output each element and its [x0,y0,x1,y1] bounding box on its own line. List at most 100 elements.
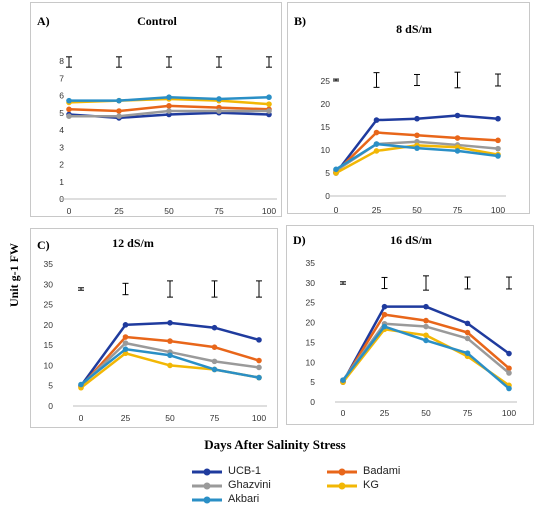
legend-label-badami: Badami [363,465,401,477]
y-tick-label: 2 [59,160,64,170]
data-point-ucb-1 [167,320,173,326]
chart-plot-12dsm: C) 12 dS/m 0 5 10 15 20 25 30 35 0 25 50 75 100 [37,236,267,423]
y-axis-title: Unit g-1 FW [7,243,21,307]
data-point-ucb-1 [464,320,471,327]
data-point-ghazvini [166,108,172,114]
chart-panel-control: A) Control 0 1 2 3 4 5 6 7 8 0 25 50 75 100 [30,2,282,217]
y-tick-label: 5 [325,168,330,178]
data-point-akbari [423,337,429,344]
y-tick-label: 25 [306,298,316,308]
x-tick-label: 0 [67,206,72,216]
y-tick-label: 1 [59,177,64,187]
data-point-badami [414,132,420,139]
y-tick-label: 20 [44,320,54,330]
data-point-badami [116,108,122,114]
y-tick-label: 10 [44,360,54,370]
data-point-badami [464,329,471,336]
data-point-badami [167,338,173,344]
data-point-akbari [266,94,272,101]
y-tick-label: 0 [325,191,330,201]
y-tick-label: 10 [306,357,316,367]
x-tick-label: 25 [380,408,390,418]
x-tick-label: 25 [114,206,124,216]
x-tick-label: 75 [214,206,224,216]
data-point-badami [211,344,218,350]
panel-label: C) [37,238,50,252]
legend-swatch-marker [203,496,211,504]
data-point-badami [423,317,429,324]
y-tick-label: 15 [44,340,54,350]
data-point-kg [266,101,272,107]
data-point-ghazvini [423,323,429,330]
data-point-akbari [414,145,420,151]
data-point-badami [373,129,380,136]
data-point-akbari [333,166,339,173]
x-axis-title: Days After Salinity Stress [204,437,346,452]
y-tick-label: 4 [59,125,64,135]
data-point-badami [495,137,501,144]
data-point-akbari [464,350,471,356]
x-tick-label: 25 [121,413,131,423]
data-point-ucb-1 [506,350,512,357]
data-point-ucb-1 [423,303,429,310]
data-point-ucb-1 [256,337,262,343]
data-point-kg [373,148,380,154]
data-point-akbari [116,97,122,104]
data-point-kg [167,362,173,369]
y-tick-label: 5 [48,381,53,391]
data-point-badami [166,103,172,109]
data-point-ghazvini [506,370,512,376]
data-point-ghazvini [464,335,471,342]
x-tick-label: 0 [79,413,84,423]
data-point-ghazvini [122,340,129,346]
legend-swatch-marker [203,482,211,490]
data-point-ucb-1 [381,303,388,310]
x-tick-label: 50 [412,205,422,215]
data-point-akbari [122,346,129,352]
y-tick-label: 25 [321,76,331,86]
panel-label: D) [293,233,306,247]
data-point-ghazvini [66,113,72,119]
y-tick-label: 0 [310,397,315,407]
data-point-ghazvini [116,113,122,119]
data-point-akbari [256,374,262,381]
legend-label-ghazvini: Ghazvini [228,479,271,491]
data-point-badami [122,334,129,340]
chart-title: 12 dS/m [112,236,154,250]
legend: UCB-1 Badami Ghazvini KG Akbari [185,462,445,512]
data-point-akbari [454,148,461,154]
chart-panel-16dsm: D) 16 dS/m 0 5 10 15 20 25 30 35 0 25 50 75 100 [286,225,534,425]
x-tick-label: 100 [502,408,516,418]
data-point-akbari [167,352,173,359]
data-point-badami [256,357,262,364]
y-tick-label: 3 [59,142,64,152]
data-point-ucb-1 [414,115,420,122]
chart-title: 8 dS/m [396,22,432,36]
y-tick-label: 10 [321,145,331,155]
data-point-akbari [66,97,72,104]
y-tick-label: 15 [321,122,331,132]
x-tick-label: 0 [341,408,346,418]
y-tick-label: 20 [321,99,331,109]
data-point-kg [423,332,429,339]
legend-label-akbari: Akbari [228,493,260,505]
data-point-ucb-1 [122,322,129,328]
y-tick-label: 7 [59,73,64,83]
data-point-akbari [340,377,346,383]
chart-panel-8dsm: B) 8 dS/m 0 5 10 15 20 25 0 25 50 75 100 [287,2,530,215]
y-tick-label: 35 [44,259,54,269]
data-point-akbari [506,385,512,392]
chart-title: Control [137,14,177,28]
data-point-akbari [381,323,388,330]
data-point-ucb-1 [454,112,461,119]
y-tick-label: 25 [44,300,54,310]
data-point-akbari [216,96,222,102]
y-tick-label: 8 [59,56,64,66]
data-point-ucb-1 [211,324,218,331]
y-tick-label: 5 [59,108,64,118]
y-tick-label: 30 [306,278,316,288]
y-tick-label: 0 [48,401,53,411]
x-tick-label: 75 [210,413,220,423]
data-point-ucb-1 [373,117,380,123]
